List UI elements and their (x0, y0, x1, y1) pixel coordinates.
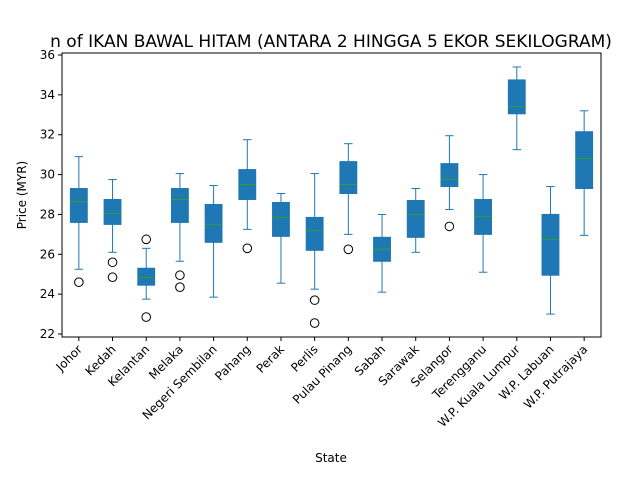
outlier-point (107, 257, 118, 268)
box-15 (541, 186, 560, 315)
iqr-box (406, 199, 425, 238)
outlier-point (141, 234, 152, 245)
y-tick-label: 36 (40, 48, 55, 62)
iqr-box (507, 79, 526, 115)
box-13 (474, 174, 493, 273)
outlier-point (444, 221, 455, 232)
iqr-box (69, 188, 88, 223)
outlier-point (107, 272, 118, 283)
iqr-box (204, 203, 223, 243)
outlier-point (175, 270, 185, 281)
iqr-box (440, 163, 459, 188)
plot-frame (61, 52, 602, 338)
box-5 (204, 185, 223, 298)
box-11 (406, 188, 425, 253)
box-3 (137, 234, 156, 322)
box-7 (272, 193, 290, 284)
y-tick-label: 22 (40, 327, 55, 341)
y-axis-label: Price (MYR) (15, 161, 29, 229)
plot-area (69, 66, 594, 328)
x-tick-label: Perak (254, 342, 288, 376)
box-6 (238, 139, 257, 254)
box-14 (507, 66, 526, 151)
y-tick-label: 28 (40, 207, 55, 221)
outlier-point (74, 277, 84, 287)
outlier-point (242, 243, 253, 254)
y-tick-label: 24 (40, 287, 55, 301)
box-9 (339, 143, 358, 255)
outlier-point (141, 312, 152, 322)
box-1 (69, 156, 88, 287)
outlier-point (309, 295, 320, 305)
box-2 (103, 179, 122, 283)
y-axis: 22 24 26 28 30 32 34 36 (40, 48, 62, 341)
y-tick-label: 34 (40, 88, 55, 102)
outlier-point (343, 244, 354, 255)
chart-title: n of IKAN BAWAL HITAM (ANTARA 2 HINGGA 5… (50, 32, 612, 52)
iqr-box (339, 161, 358, 195)
y-tick-label: 30 (40, 168, 55, 182)
iqr-box (305, 216, 324, 251)
outlier-point (175, 282, 185, 292)
iqr-box (541, 213, 560, 276)
y-tick-label: 32 (40, 128, 55, 142)
iqr-box (575, 131, 594, 190)
iqr-box (272, 201, 290, 237)
box-10 (373, 213, 391, 293)
x-axis-label: State (315, 451, 347, 465)
x-tick-label: Pahang (212, 342, 253, 383)
box-12 (440, 135, 459, 232)
x-tick-label: Pulau Pinang (290, 342, 355, 407)
iqr-box (103, 198, 122, 225)
box-16 (575, 110, 594, 236)
box-4 (170, 173, 189, 292)
iqr-box (170, 188, 189, 223)
outlier-point (309, 318, 320, 328)
y-tick-label: 26 (40, 247, 55, 261)
x-tick-label: Johor (53, 342, 85, 374)
box-8 (305, 173, 324, 328)
